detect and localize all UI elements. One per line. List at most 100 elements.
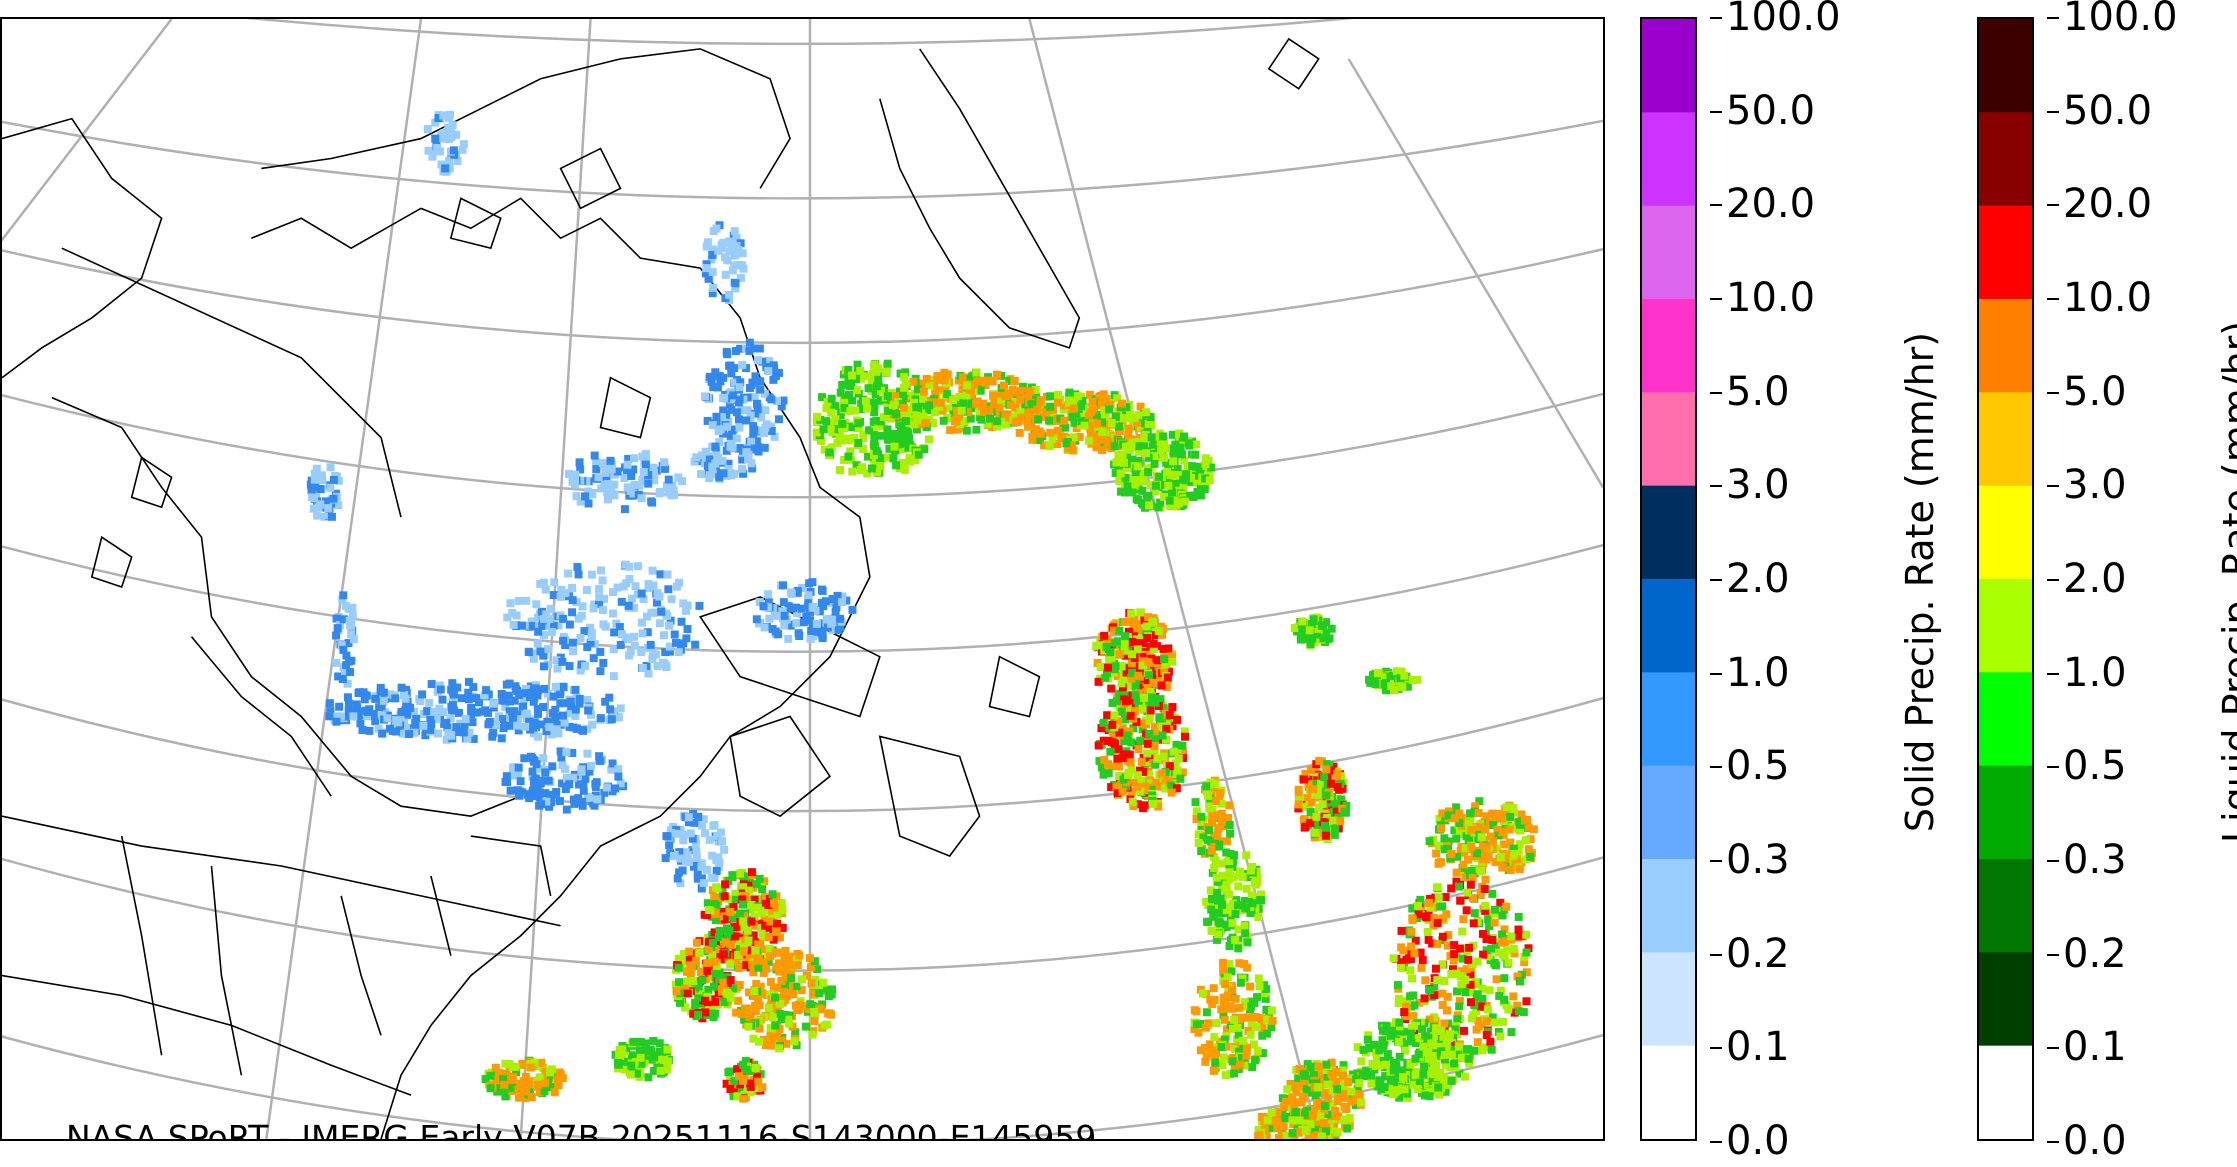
precip-cell: [1336, 817, 1345, 826]
precip-cell: [656, 487, 665, 496]
precip-cell: [1441, 1087, 1450, 1096]
precip-cell: [664, 585, 673, 594]
precip-cell: [1010, 377, 1019, 385]
precip-cell: [1160, 453, 1169, 462]
precip-cell: [798, 975, 807, 984]
precip-cell: [1308, 634, 1317, 643]
precip-cell: [1490, 815, 1499, 824]
precip-cell: [694, 982, 703, 991]
precip-cell: [719, 373, 728, 382]
precip-cell: [1330, 830, 1339, 839]
precip-cell: [1411, 1071, 1420, 1080]
precip-cell: [824, 992, 833, 1001]
precip-cell: [609, 609, 618, 618]
precip-cell: [518, 1059, 527, 1068]
precip-cell: [625, 575, 634, 583]
precip-cell: [1499, 840, 1508, 849]
precip-cell: [1070, 418, 1079, 427]
precip-cell: [751, 1063, 760, 1072]
precip-cell: [1332, 775, 1341, 784]
precip-cell: [728, 984, 737, 993]
precip-cell: [818, 632, 827, 641]
precip-cell: [1263, 1116, 1272, 1125]
precip-cell: [1434, 842, 1443, 851]
precip-cell: [588, 570, 597, 579]
precip-cell: [1451, 1063, 1460, 1072]
precip-cell: [827, 443, 836, 452]
precipitation-cells: [306, 110, 1538, 1139]
precip-cell: [993, 370, 1002, 379]
precip-cell: [838, 592, 847, 601]
precip-cell: [1309, 779, 1318, 788]
precip-cell: [1133, 782, 1142, 791]
precip-cell: [1127, 609, 1136, 618]
precip-cell: [514, 791, 523, 800]
precip-cell: [890, 393, 899, 402]
precip-cell: [1513, 972, 1522, 981]
precip-cell: [859, 433, 868, 442]
precip-cell: [1466, 998, 1475, 1007]
precip-cell: [597, 484, 606, 493]
precip-cell: [747, 901, 756, 910]
precip-cell: [745, 346, 754, 355]
precip-cell: [1307, 620, 1316, 629]
precip-cell: [506, 786, 515, 795]
precip-cell: [543, 717, 552, 726]
precip-cell: [1414, 901, 1423, 910]
precip-cell: [1141, 431, 1150, 439]
precip-cell: [802, 971, 811, 980]
precip-cell: [461, 715, 470, 724]
precip-cell: [695, 601, 704, 610]
precip-cell: [1222, 888, 1231, 897]
precip-cell: [1496, 1032, 1505, 1041]
precip-cell: [1124, 627, 1133, 636]
precip-cell: [1159, 752, 1168, 761]
precip-cell: [894, 398, 903, 407]
precip-cell: [1188, 462, 1197, 471]
precip-cell: [1399, 946, 1408, 955]
precip-cell: [1491, 942, 1500, 951]
precip-cell: [625, 491, 634, 500]
precip-cell: [906, 405, 915, 414]
precip-cell: [852, 461, 861, 470]
precip-cell: [767, 1041, 776, 1050]
precip-cell: [900, 465, 909, 474]
precip-cell: [587, 761, 596, 770]
precip-cell: [730, 1077, 739, 1086]
precip-cell: [514, 1085, 523, 1094]
precip-cell: [766, 952, 775, 961]
precip-cell: [844, 390, 853, 399]
precip-cell: [584, 487, 593, 496]
precip-cell: [546, 1083, 555, 1092]
precip-cell: [1103, 711, 1112, 720]
precip-cell: [1339, 1061, 1348, 1070]
precip-cell: [638, 629, 647, 638]
precip-cell: [1323, 1073, 1332, 1082]
precip-cell: [1482, 935, 1491, 944]
precip-cell: [1516, 826, 1524, 835]
precip-cell: [568, 608, 577, 617]
precip-cell: [1471, 978, 1480, 987]
precip-cell: [559, 711, 567, 720]
precip-cell: [1254, 1131, 1263, 1139]
precip-cell: [587, 633, 596, 641]
precip-cell: [791, 1028, 800, 1037]
precip-cell: [1230, 850, 1239, 859]
precip-cell: [1332, 1077, 1341, 1086]
precip-cell: [1096, 641, 1105, 650]
precip-cell: [891, 410, 900, 418]
precip-cell: [1436, 902, 1445, 911]
precip-cell: [1045, 442, 1054, 451]
precip-cell: [1240, 1061, 1249, 1070]
precip-cell: [1120, 646, 1129, 655]
precip-cell: [744, 931, 753, 940]
precip-cell: [579, 780, 588, 789]
precip-cell: [401, 706, 410, 715]
precip-cell: [397, 683, 406, 692]
precip-cell: [1434, 1083, 1443, 1092]
precip-cell: [831, 402, 840, 411]
precip-cell: [959, 398, 968, 407]
precip-cell: [577, 767, 586, 776]
precip-cell: [1183, 463, 1192, 471]
precip-cell: [1145, 770, 1154, 779]
